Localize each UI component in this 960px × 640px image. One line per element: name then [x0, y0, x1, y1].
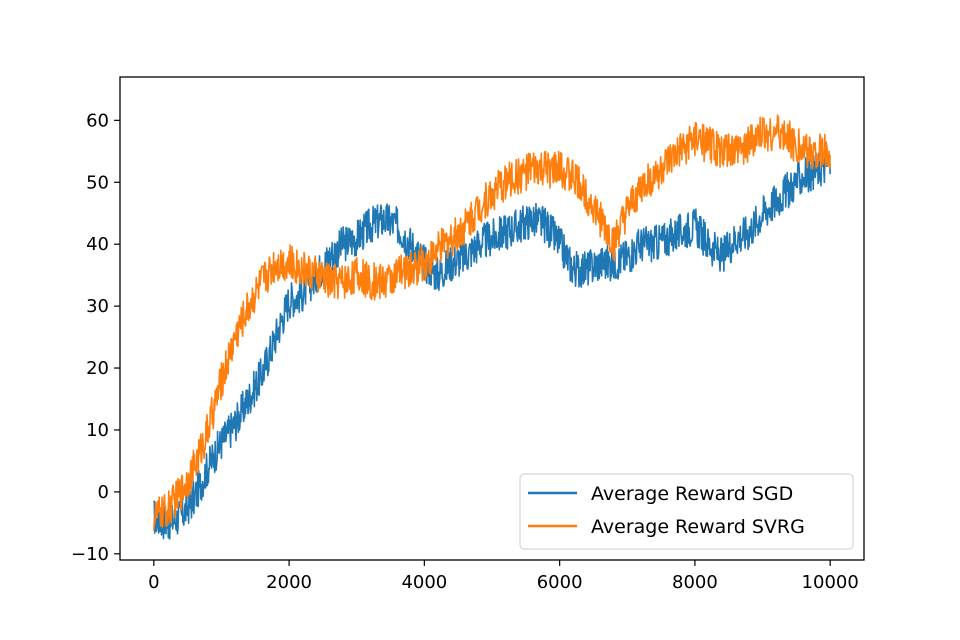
y-tick-label: 50: [86, 172, 109, 193]
y-tick-label: 0: [98, 482, 109, 503]
x-tick-label: 0: [148, 572, 159, 593]
plot-lines: [153, 114, 831, 540]
y-tick-label: 40: [86, 234, 109, 255]
x-tick-label: 6000: [537, 572, 583, 593]
y-tick-label: 30: [86, 296, 109, 317]
y-tick-label: 60: [86, 110, 109, 131]
y-tick-label: 20: [86, 358, 109, 379]
y-axis: −10 0 10 20 30 40 50 60: [71, 110, 120, 565]
x-tick-label: 10000: [802, 572, 859, 593]
legend: Average Reward SGD Average Reward SVRG: [519, 473, 854, 550]
legend-label-svrg: Average Reward SVRG: [591, 516, 805, 538]
x-tick-label: 2000: [266, 572, 312, 593]
y-tick-label: 10: [86, 420, 109, 441]
y-tick-label: −10: [71, 544, 109, 565]
x-tick-label: 4000: [401, 572, 447, 593]
series-line-sgd: [153, 151, 831, 540]
legend-box: [519, 473, 854, 550]
series-line-svrg: [153, 114, 831, 532]
x-tick-label: 8000: [672, 572, 718, 593]
legend-entry-sgd: Average Reward SGD: [528, 483, 793, 505]
legend-label-sgd: Average Reward SGD: [591, 483, 793, 505]
plot-frame: [119, 76, 865, 561]
legend-entry-svrg: Average Reward SVRG: [528, 516, 805, 538]
x-axis: 0 2000 4000 6000 8000 10000: [148, 560, 859, 593]
